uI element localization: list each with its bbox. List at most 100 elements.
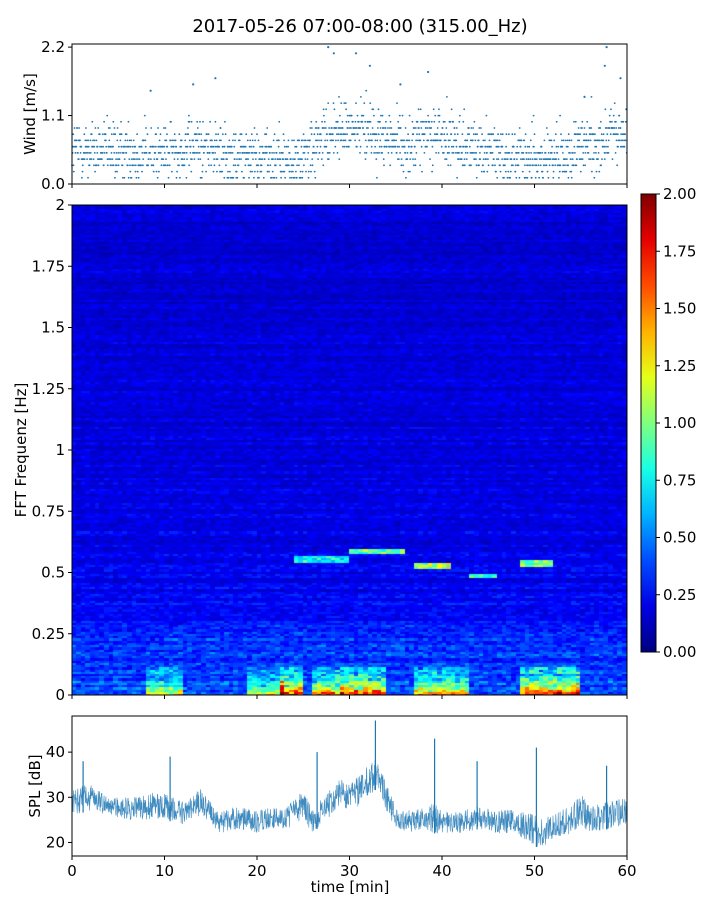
wind-point xyxy=(458,152,460,154)
wind-point xyxy=(437,139,439,142)
colorbar-tick-label: 1.00 xyxy=(663,414,696,432)
wind-point xyxy=(260,164,263,167)
wind-point xyxy=(619,139,621,142)
wind-point xyxy=(113,152,116,154)
wind-point xyxy=(180,139,183,142)
colorbar-tick-label: 0.00 xyxy=(663,643,696,661)
wind-point xyxy=(399,152,401,154)
wind-point xyxy=(552,176,555,179)
wind-point xyxy=(285,145,288,148)
wind-point xyxy=(616,164,618,167)
wind-point xyxy=(511,133,514,136)
wind-point xyxy=(275,152,278,154)
wind-point xyxy=(364,139,367,142)
wind-point xyxy=(599,127,602,129)
wind-point xyxy=(133,158,136,161)
wind-point xyxy=(375,133,378,136)
wind-point xyxy=(398,145,400,148)
wind-point xyxy=(265,145,268,148)
wind-point xyxy=(420,127,423,129)
wind-point xyxy=(524,164,526,167)
wind-point xyxy=(135,158,138,161)
wind-point xyxy=(225,164,227,167)
wind-point xyxy=(179,176,181,179)
wind-point xyxy=(320,139,323,142)
wind-point xyxy=(429,158,431,161)
wind-point xyxy=(72,170,75,173)
wind-point xyxy=(245,133,248,136)
wind-point xyxy=(232,139,234,142)
wind-point xyxy=(306,158,309,161)
wind-point xyxy=(101,133,104,136)
wind-point xyxy=(106,114,109,117)
wind-point xyxy=(581,120,584,123)
wind-point xyxy=(449,164,452,167)
wind-point xyxy=(110,133,113,136)
wind-point xyxy=(335,139,337,142)
wind-point xyxy=(430,120,433,123)
wind-point xyxy=(472,133,475,136)
wind-point xyxy=(229,170,231,173)
wind-point xyxy=(183,158,186,161)
wind-point xyxy=(162,158,165,161)
wind-point xyxy=(240,158,242,161)
wind-point xyxy=(557,164,559,167)
wind-point xyxy=(192,139,195,142)
wind-point xyxy=(518,176,521,179)
wind-point xyxy=(324,127,327,129)
wind-point xyxy=(416,133,418,136)
wind-point xyxy=(413,127,416,129)
wind-point xyxy=(600,164,602,167)
wind-point xyxy=(414,164,417,167)
spl-x-ticks: 0 10 20 30 40 50 60 xyxy=(67,856,637,880)
wind-point xyxy=(269,164,272,167)
wind-point xyxy=(92,158,95,161)
wind-point xyxy=(567,133,570,136)
wind-point xyxy=(256,133,258,136)
wind-point xyxy=(170,145,173,148)
wind-point xyxy=(411,120,414,123)
wind-point xyxy=(439,139,442,142)
wind-point xyxy=(597,152,600,154)
wind-point xyxy=(482,139,485,142)
wind-point xyxy=(501,145,504,148)
wind-point xyxy=(459,145,462,148)
wind-point xyxy=(527,158,530,161)
wind-point xyxy=(268,145,271,148)
wind-point xyxy=(500,133,502,136)
wind-point xyxy=(426,127,429,129)
wind-point xyxy=(106,164,109,167)
wind-point xyxy=(571,158,574,161)
wind-peak-point xyxy=(427,70,430,74)
wind-point xyxy=(246,139,249,142)
wind-point xyxy=(423,152,426,154)
wind-point xyxy=(371,139,373,142)
wind-point xyxy=(604,108,607,111)
wind-point xyxy=(319,133,322,136)
wind-point xyxy=(230,152,233,154)
wind-point xyxy=(253,127,256,129)
wind-point xyxy=(368,139,371,142)
wind-point xyxy=(365,89,368,92)
wind-point xyxy=(310,120,313,123)
wind-point xyxy=(598,170,601,173)
wind-point xyxy=(425,120,428,123)
wind-point xyxy=(608,127,611,129)
wind-point xyxy=(514,170,517,173)
wind-point xyxy=(483,170,486,173)
wind-point xyxy=(607,145,609,148)
wind-point xyxy=(356,114,359,117)
wind-point xyxy=(265,133,268,136)
wind-point xyxy=(462,145,465,148)
wind-point xyxy=(541,170,544,173)
wind-point xyxy=(403,145,406,148)
wind-point xyxy=(441,133,443,136)
wind-point xyxy=(276,139,278,142)
wind-point xyxy=(290,158,292,161)
wind-point xyxy=(364,158,367,161)
wind-point xyxy=(89,139,92,142)
wind-point xyxy=(508,133,510,136)
wind-point xyxy=(548,164,551,167)
wind-point xyxy=(600,133,603,136)
wind-point xyxy=(456,176,458,179)
